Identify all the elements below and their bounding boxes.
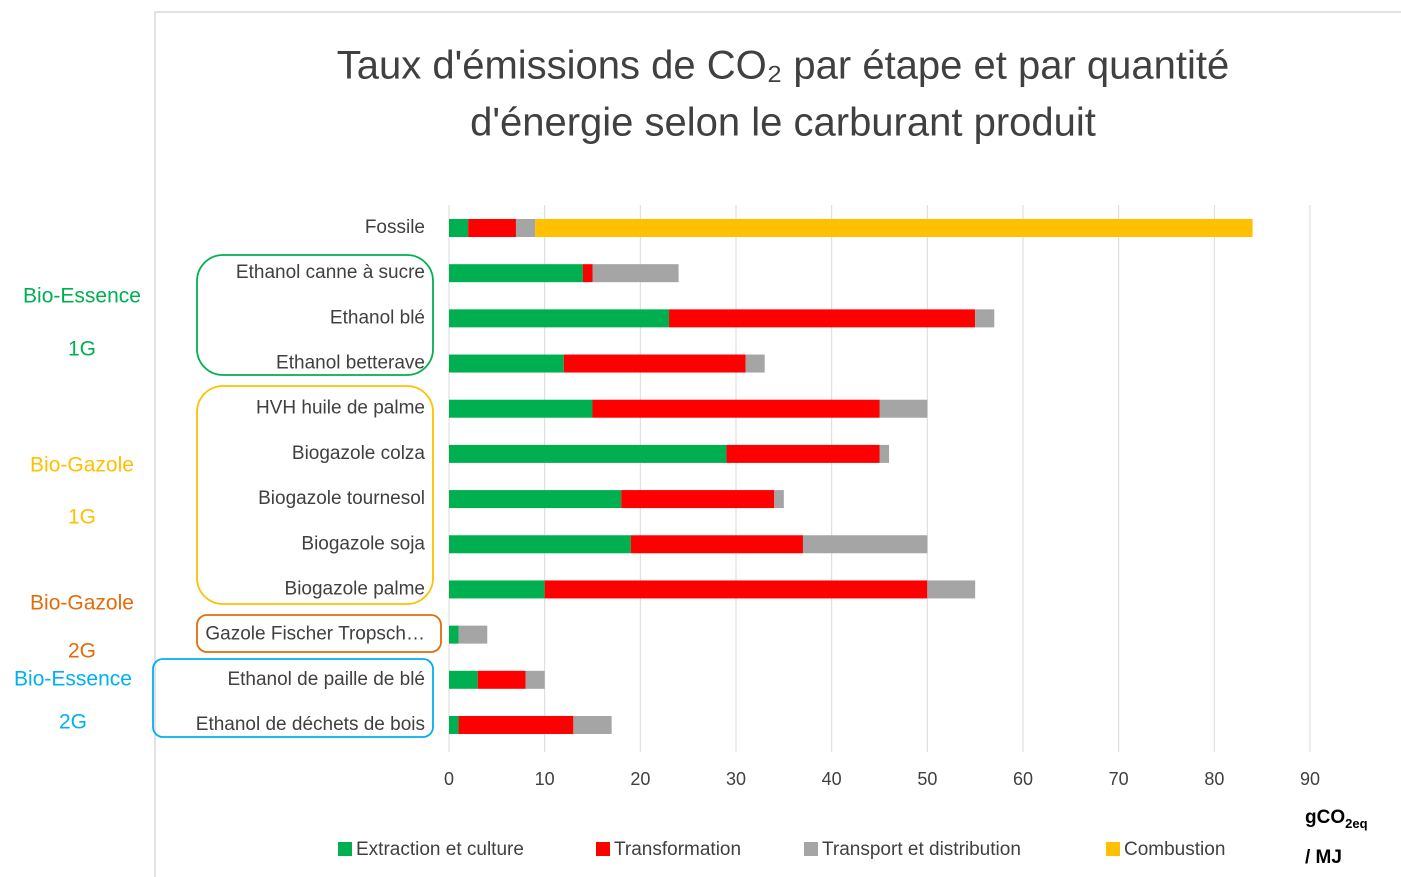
bar-segment (468, 219, 516, 237)
bar-segment (449, 580, 545, 599)
bar-segment (927, 580, 976, 599)
bar-segment (449, 219, 469, 237)
y-tick-label: Biogazole tournesol (258, 488, 425, 509)
y-tick-label: Ethanol canne à sucre (236, 262, 425, 283)
bar-segment (535, 219, 1253, 237)
bar-segment (449, 625, 459, 644)
legend-swatch (804, 842, 818, 856)
bar-segment (630, 535, 803, 554)
bar-segment (621, 490, 775, 509)
chart-title: d'énergie selon le carburant produit (470, 101, 1096, 145)
bar-segment (669, 309, 976, 328)
bar-segment (726, 444, 880, 463)
bar-segment (449, 444, 727, 463)
bar-segment (582, 264, 593, 283)
chart-title: Taux d'émissions de CO₂ par étape et par… (337, 44, 1230, 88)
bar-segment (525, 670, 545, 689)
x-tick-label: 80 (1204, 769, 1224, 789)
group-label: Bio-Gazole (30, 454, 134, 477)
x-tick-label: 0 (444, 769, 454, 789)
group-box (196, 254, 434, 376)
group-label: 2G (59, 711, 87, 734)
y-tick-label: Ethanol betterave (276, 353, 425, 374)
bar-segment (975, 309, 995, 328)
group-label: Bio-Essence (23, 285, 141, 308)
y-tick-label: Ethanol de paille de blé (227, 669, 425, 690)
bar-segment (449, 264, 583, 283)
legend-label: Transport et distribution (822, 839, 1021, 860)
x-tick-label: 70 (1109, 769, 1129, 789)
bar-segment (515, 219, 536, 237)
group-label: Bio-Essence (14, 668, 132, 691)
y-tick-label: Gazole Fischer Tropsch… (205, 624, 425, 645)
x-axis-label: gCO2eq (1305, 807, 1368, 831)
x-tick-label: 60 (1013, 769, 1033, 789)
group-box (152, 658, 434, 738)
bar-segment (449, 309, 670, 328)
bar-segment (449, 670, 478, 689)
bar-segment (449, 715, 459, 734)
legend-swatch (596, 842, 610, 856)
bar-segment (449, 490, 622, 509)
bar-segment (449, 354, 564, 373)
group-label: Bio-Gazole (30, 592, 134, 615)
chart-border (154, 11, 1401, 877)
x-tick-label: 30 (726, 769, 746, 789)
bar-segment (745, 354, 765, 373)
group-label: 1G (68, 338, 96, 361)
x-tick-label: 50 (917, 769, 937, 789)
bar-segment (477, 670, 526, 689)
group-box (196, 614, 442, 653)
bar-segment (879, 399, 928, 418)
group-box (196, 385, 434, 605)
bar-segment (802, 535, 928, 554)
bar-segment (774, 490, 784, 509)
x-tick-label: 40 (822, 769, 842, 789)
bar-segment (449, 535, 631, 554)
bar-segment (563, 354, 746, 373)
legend-label: Combustion (1124, 839, 1225, 860)
x-axis-label-sub: 2eq (1345, 816, 1367, 831)
bar-segment (879, 444, 890, 463)
x-axis-label: / MJ (1305, 847, 1342, 868)
legend-swatch (1106, 842, 1120, 856)
y-tick-label: Biogazole palme (285, 578, 425, 599)
legend-label: Extraction et culture (356, 839, 524, 860)
x-tick-label: 10 (535, 769, 555, 789)
bar-segment (544, 580, 928, 599)
legend-swatch (338, 842, 352, 856)
group-label: 1G (68, 506, 96, 529)
bar-segment (458, 625, 488, 644)
bar-segment (592, 399, 880, 418)
y-tick-label: Biogazole colza (292, 443, 426, 464)
x-tick-label: 20 (630, 769, 650, 789)
y-tick-label: Ethanol blé (330, 307, 425, 328)
y-tick-label: HVH huile de palme (256, 398, 425, 419)
x-axis-label-part: gCO (1305, 807, 1345, 828)
y-tick-label: Fossile (365, 217, 425, 238)
bar-segment (573, 715, 612, 734)
y-tick-label: Ethanol de déchets de bois (196, 714, 425, 735)
bar-segment (458, 715, 574, 734)
legend-label: Transformation (614, 839, 741, 860)
bar-segment (449, 399, 593, 418)
bar-segment (592, 264, 679, 283)
group-label: 2G (68, 640, 96, 663)
x-tick-label: 90 (1300, 769, 1320, 789)
y-tick-label: Biogazole soja (301, 533, 425, 554)
